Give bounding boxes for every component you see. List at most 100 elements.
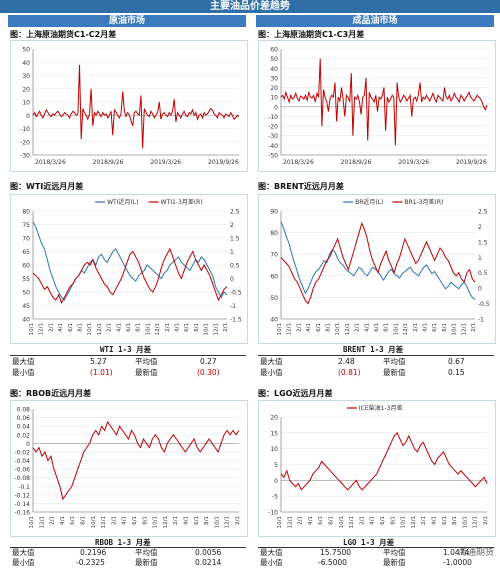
wti-x-tick-label: 12/1	[213, 323, 219, 335]
wti-x-tick-label: 4/1	[58, 323, 64, 332]
brent-x-tick-label: 4/1	[423, 323, 429, 332]
sc13-x-tick-label: 2018/3/26	[283, 159, 314, 166]
rbob-x-tick-label: 12/1	[101, 516, 107, 528]
stats-wti-avg: 0.27	[200, 357, 217, 366]
stats-brent-avg: 0.67	[448, 357, 465, 366]
rbob-x-tick-label: 6/1	[70, 516, 76, 525]
rbob-y-tick-label: 0.02	[17, 432, 31, 439]
lgo-x-tick-label: 2/1	[298, 516, 304, 525]
stats-lgo-last-label: 最新值	[383, 558, 406, 567]
wti-series-1-line	[32, 247, 228, 305]
rbob-y-tick-label: -0.04	[14, 458, 30, 465]
brent-x-tick-label: 6/1	[316, 323, 322, 332]
wti-x-tick-label: 10/1	[87, 323, 93, 335]
rbob-x-tick-label: 4/1	[184, 516, 190, 525]
wti-y-tick-label: 65	[22, 249, 30, 256]
lgo-x-tick-label: 6/1	[318, 516, 324, 525]
stats-rbob-max-label: 最大值	[12, 548, 35, 557]
wti-y-tick-label: 70	[22, 236, 30, 243]
brent-x-tick-label: 4/1	[364, 323, 370, 332]
rbob-x-tick-label: 8/1	[142, 516, 148, 525]
wti-y2-tick-label: 0.5	[230, 263, 240, 270]
wti-x-tick-label: 12/1	[155, 323, 161, 335]
wti-y-tick-label: 60	[22, 263, 30, 270]
lgo-x-tick-label: 2/1	[483, 516, 489, 525]
stats-lgo-divider	[258, 547, 494, 548]
sc12-y-tick-label: -10	[20, 126, 30, 133]
sc13-y-tick-label: 60	[270, 47, 278, 54]
stats-lgo-avg: 1.0474	[443, 548, 470, 557]
wti-x-tick-label: 6/1	[68, 323, 74, 332]
brent-y-tick-label: 70	[270, 252, 278, 259]
sc13-y-tick-label: 40	[270, 66, 278, 73]
wti-x-tick-label: 8/1	[194, 323, 200, 332]
wti-y2-tick-label: 1.5	[230, 236, 240, 243]
brent-x-tick-label: 4/1	[306, 323, 312, 332]
sc12-x-tick-label: 2019/3/26	[150, 159, 181, 166]
brent-y2-tick-label: -1	[478, 317, 484, 324]
sc12-series-0-line	[32, 64, 240, 149]
brent-y-tick-label: 50	[270, 295, 278, 302]
lgo-x-tick-label: 10/1	[277, 516, 283, 528]
sc13-series-0-line	[280, 58, 488, 146]
lgo-y-tick-label: -10	[268, 510, 278, 517]
wti-series-0-line	[32, 221, 228, 301]
rbob-x-tick-label: 10/1	[91, 516, 97, 528]
brent-series-1-line	[280, 221, 476, 305]
wti-x-tick-label: 10/1	[145, 323, 151, 335]
sc12-y-tick-label: 10	[22, 100, 30, 107]
lgo-series-0-line	[280, 431, 488, 491]
wti-x-tick-label: 2/1	[107, 323, 113, 332]
stats-rbob-last-label: 最新值	[135, 558, 158, 567]
stats-wti: WTI 1-3 月差 最大值 5.27 平均值 0.27 最小值 (1.01) …	[10, 344, 246, 384]
panel-title-lgo: 图：LGO近远月月差	[258, 389, 333, 398]
stats-lgo-last: -1.0000	[443, 558, 472, 567]
wti-x-tick-label: 12/1	[97, 323, 103, 335]
wti-y2-tick-label: 2	[230, 222, 234, 229]
wti-y-tick-label: 40	[22, 317, 30, 324]
wti-y2-tick-label: -1	[230, 303, 236, 310]
stats-brent-last-label: 最新值	[383, 368, 406, 377]
rbob-x-tick-label: 12/1	[225, 516, 231, 528]
brent-y2-tick-label: 2.5	[478, 209, 488, 216]
stats-rbob-min: -0.2325	[76, 558, 105, 567]
stats-lgo-max: 15.7500	[320, 548, 352, 557]
stats-rbob-last: 0.0214	[195, 558, 222, 567]
rbob-y-tick-label: -0.08	[14, 475, 30, 482]
stats-lgo-min-label: 最小值	[260, 558, 283, 567]
panel-title-wti: 图：WTI近远月月差	[10, 182, 84, 191]
brent-x-tick-label: 8/1	[326, 323, 332, 332]
rbob-y-tick-label: 0.04	[17, 424, 31, 431]
crude-section-header: 原油市场	[8, 15, 246, 27]
brent-y2-tick-label: 0.5	[478, 270, 488, 277]
rbob-x-tick-label: 12/1	[39, 516, 45, 528]
rbob-x-tick-label: 8/1	[204, 516, 210, 525]
lgo-x-tick-label: 10/1	[401, 516, 407, 528]
rbob-x-tick-label: 6/1	[132, 516, 138, 525]
brent-x-tick-label: 12/1	[345, 323, 351, 335]
rbob-y-tick-label: -0.02	[14, 449, 30, 456]
stats-rbob-header: RBOB 1-3 月差	[95, 538, 151, 547]
lgo-y-tick-label: 10	[270, 446, 278, 453]
product-section-header: 成品油市场	[256, 15, 494, 27]
sc13-x-tick-label: 2019/3/26	[398, 159, 429, 166]
rbob-y-tick-label: -0.16	[14, 510, 30, 517]
wti-x-tick-label: 4/1	[116, 323, 122, 332]
stats-rbob-min-label: 最小值	[12, 558, 35, 567]
watermark: 海通期货	[457, 548, 494, 558]
lgo-x-tick-label: 12/1	[287, 516, 293, 528]
brent-y-tick-label: 80	[270, 230, 278, 237]
panel-title-rbob: 图：RBOB近远月月差	[10, 389, 92, 398]
wti-x-tick-label: 8/1	[78, 323, 84, 332]
lgo-x-tick-label: 10/1	[462, 516, 468, 528]
stats-wti-max-label: 最大值	[12, 357, 35, 366]
brent-x-tick-label: 8/1	[384, 323, 390, 332]
lgo-x-tick-label: 8/1	[329, 516, 335, 525]
stats-wti-divider	[10, 355, 246, 356]
rbob-x-tick-label: 10/1	[153, 516, 159, 528]
brent-x-tick-label: 2/1	[471, 323, 477, 332]
sc12-x-tick-label: 2018/9/26	[93, 159, 124, 166]
chart-sc13-svg: 60 50 40 30 20 10 0 -10 -20 -30 -40 -50 2018/3/26 201…	[268, 47, 488, 166]
rbob-y-tick-label: -0.14	[14, 501, 30, 508]
